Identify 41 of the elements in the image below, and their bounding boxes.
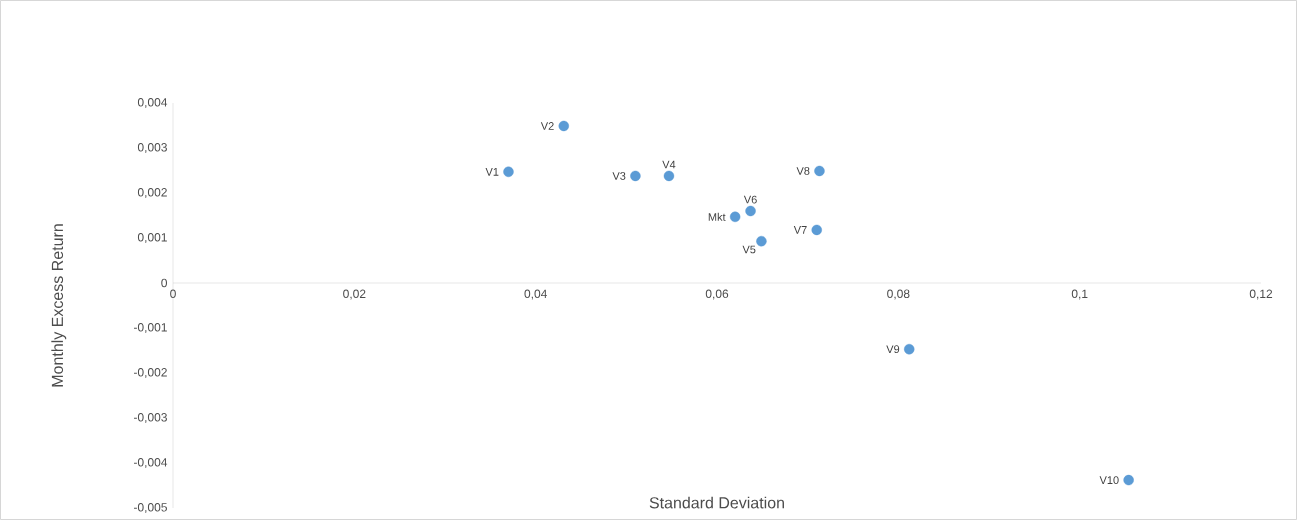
y-tick-label: -0,001: [133, 323, 167, 333]
y-tick-label: 0: [161, 278, 168, 288]
annotation: V1: [485, 168, 499, 176]
y-tick-label: 0,004: [137, 98, 168, 108]
point: [811, 224, 822, 236]
point: [814, 165, 825, 177]
x-tick-label: 0,02: [343, 289, 366, 300]
point: [1123, 474, 1134, 486]
y-tick-label: -0,004: [133, 458, 168, 468]
x-tick-label: 0,1: [1071, 289, 1088, 300]
point: [558, 120, 569, 132]
annotation: V9: [886, 345, 900, 354]
y-tick-label: -0,003: [133, 413, 167, 423]
annotation: V8: [796, 167, 810, 175]
x-axis-title: Standard Deviation: [649, 496, 784, 509]
annotation: V3: [612, 172, 626, 180]
point: [904, 343, 915, 355]
annotation: V5: [742, 245, 756, 254]
annotation: V4: [662, 160, 676, 169]
point: [663, 170, 675, 182]
y-tick-label: 0,003: [137, 143, 167, 153]
y-tick-label: -0,002: [133, 368, 167, 378]
y-axis-title: Monthly Excess Return: [51, 224, 67, 387]
y-tick-label: 0,001: [137, 233, 167, 243]
x-tick-label: 0,08: [887, 289, 910, 300]
x-tick-label: 0,12: [1249, 289, 1273, 300]
point: [503, 166, 514, 178]
annotation: V2: [540, 122, 554, 130]
annotation: V6: [743, 195, 757, 204]
y-tick-label: 0,002: [137, 188, 167, 198]
x-tick-label: 0,04: [524, 289, 547, 300]
point: [756, 235, 767, 247]
point: [745, 205, 756, 217]
annotation: V7: [793, 226, 807, 234]
y-tick-label: -0,005: [133, 503, 167, 513]
x-tick-label: 0: [170, 289, 176, 299]
x-tick-label: 0,06: [705, 289, 729, 300]
point: [729, 211, 741, 223]
annotation: Mkt: [708, 212, 726, 221]
annotation: V10: [1099, 476, 1119, 484]
point: [630, 170, 641, 182]
